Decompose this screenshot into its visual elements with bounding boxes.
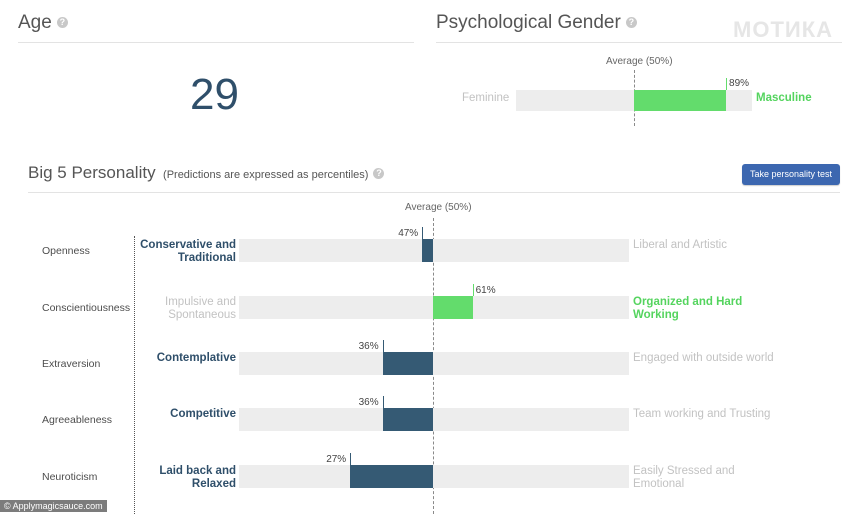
trait-name: Conscientiousness bbox=[42, 302, 131, 314]
trait-percent: 27% bbox=[326, 454, 347, 465]
gender-title-text: Psychological Gender bbox=[436, 12, 621, 33]
trait-right-label: Team working and Trusting bbox=[633, 408, 771, 420]
age-value: 29 bbox=[190, 70, 239, 119]
big5-average-label: Average (50%) bbox=[405, 202, 472, 213]
trait-tick bbox=[382, 340, 384, 352]
gender-bar bbox=[634, 90, 727, 111]
trait-name: Extraversion bbox=[42, 358, 101, 370]
trait-bar bbox=[422, 239, 433, 262]
gender-title: Psychological Gender? bbox=[436, 12, 637, 34]
trait-left-label: Contemplative bbox=[156, 352, 236, 364]
trait-left-label: Laid back and Relaxed bbox=[159, 465, 236, 490]
age-title-text: Age bbox=[18, 12, 52, 33]
trait-left-label: Impulsive and Spontaneous bbox=[165, 296, 236, 321]
credit: © Applymagicsauce.com bbox=[0, 500, 107, 512]
trait-right-label: Liberal and Artistic bbox=[633, 239, 727, 251]
trait-left-label: Conservative and Traditional bbox=[140, 239, 236, 264]
trait-tick bbox=[422, 227, 424, 239]
trait-bar bbox=[433, 296, 473, 319]
trait-track bbox=[239, 408, 629, 431]
trait-percent: 36% bbox=[358, 341, 379, 352]
trait-bar bbox=[350, 465, 433, 488]
trait-name: Neuroticism bbox=[42, 471, 98, 483]
trait-percent: 36% bbox=[358, 397, 379, 408]
trait-name: Agreeableness bbox=[42, 414, 113, 426]
gender-tick bbox=[726, 78, 728, 90]
divider bbox=[18, 42, 414, 43]
gender-percent: 89% bbox=[729, 78, 750, 89]
trait-tick bbox=[472, 284, 474, 296]
trait-right-label: Engaged with outside world bbox=[633, 352, 774, 364]
help-icon[interactable]: ? bbox=[373, 168, 385, 180]
take-personality-test-button[interactable]: Take personality test bbox=[742, 164, 840, 185]
trait-left-label: Competitive bbox=[170, 408, 236, 420]
help-icon[interactable]: ? bbox=[56, 17, 68, 29]
trait-percent: 61% bbox=[475, 285, 496, 296]
trait-track bbox=[239, 239, 629, 262]
trait-name: Openness bbox=[42, 245, 90, 257]
trait-percent: 47% bbox=[398, 228, 419, 239]
gender-right-label: Masculine bbox=[756, 92, 812, 104]
trait-right-label: Easily Stressed and Emotional bbox=[633, 465, 735, 490]
trait-bar bbox=[382, 408, 433, 431]
gender-left-label: Feminine bbox=[462, 92, 510, 104]
trait-bar bbox=[382, 352, 433, 375]
label-separator bbox=[134, 236, 135, 514]
big5-header: Big 5 Personality (Predictions are expre… bbox=[28, 163, 385, 183]
trait-track bbox=[239, 465, 629, 488]
divider bbox=[436, 42, 842, 43]
big5-subtitle: (Predictions are expressed as percentile… bbox=[163, 169, 369, 181]
big5-title: Big 5 Personality bbox=[28, 163, 156, 182]
help-icon[interactable]: ? bbox=[625, 17, 637, 29]
gender-average-label: Average (50%) bbox=[606, 56, 673, 67]
trait-right-label: Organized and Hard Working bbox=[633, 296, 743, 321]
trait-tick bbox=[382, 396, 384, 408]
watermark: МОТИКА bbox=[733, 17, 834, 42]
trait-tick bbox=[350, 453, 352, 465]
age-title: Age? bbox=[18, 12, 68, 34]
trait-track bbox=[239, 352, 629, 375]
divider bbox=[28, 192, 840, 193]
